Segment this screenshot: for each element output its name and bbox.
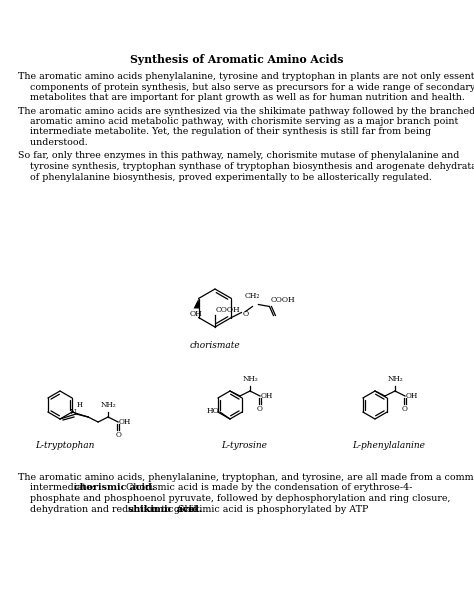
Text: L-tryptophan: L-tryptophan (35, 441, 95, 450)
Text: understood.: understood. (18, 138, 88, 147)
Text: intermediate metabolite. Yet, the regulation of their synthesis is still far fro: intermediate metabolite. Yet, the regula… (18, 128, 431, 137)
Text: The aromatic amino acids, phenylalanine, tryptophan, and tyrosine, are all made : The aromatic amino acids, phenylalanine,… (18, 473, 474, 482)
Text: OH: OH (119, 418, 131, 426)
Text: O: O (115, 431, 121, 439)
Text: Synthesis of Aromatic Amino Acids: Synthesis of Aromatic Amino Acids (130, 54, 344, 65)
Text: O: O (243, 310, 248, 318)
Text: OH: OH (406, 392, 419, 400)
Text: dehydration and reduction to give: dehydration and reduction to give (18, 504, 197, 514)
Text: phosphate and phosphoenol pyruvate, followed by dephosphorylation and ring closu: phosphate and phosphoenol pyruvate, foll… (18, 494, 450, 503)
Text: metabolites that are important for plant growth as well as for human nutrition a: metabolites that are important for plant… (18, 93, 465, 102)
Text: aromatic amino acid metabolic pathway, with chorismite serving as a major branch: aromatic amino acid metabolic pathway, w… (18, 117, 458, 126)
Text: OH: OH (189, 310, 202, 318)
Text: components of protein synthesis, but also serve as precursors for a wide range o: components of protein synthesis, but als… (18, 83, 474, 91)
Text: HO: HO (206, 407, 219, 415)
Text: O: O (257, 405, 263, 413)
Polygon shape (193, 299, 200, 308)
Text: COOH: COOH (216, 306, 241, 314)
Text: Chorismic acid is made by the condensation of erythrose-4-: Chorismic acid is made by the condensati… (123, 484, 412, 492)
Text: intermediate:: intermediate: (18, 484, 98, 492)
Text: NH₂: NH₂ (387, 375, 403, 383)
Text: chorismic acid.: chorismic acid. (74, 484, 155, 492)
Text: O: O (402, 405, 408, 413)
Text: of phenylalanine biosynthesis, proved experimentally to be allosterically regula: of phenylalanine biosynthesis, proved ex… (18, 172, 432, 181)
Text: The aromatic amino acids are synthesized via the shikimate pathway followed by t: The aromatic amino acids are synthesized… (18, 107, 474, 115)
Text: So far, only three enzymes in this pathway, namely, chorismite mutase of phenyla: So far, only three enzymes in this pathw… (18, 151, 459, 161)
Text: chorismate: chorismate (190, 341, 240, 350)
Text: N: N (70, 408, 76, 416)
Text: CH₂: CH₂ (245, 292, 260, 300)
Text: OH: OH (261, 392, 273, 400)
Text: The aromatic amino acids phenylalanine, tyrosine and tryptophan in plants are no: The aromatic amino acids phenylalanine, … (18, 72, 474, 81)
Text: Shikimic acid is phosphorylated by ATP: Shikimic acid is phosphorylated by ATP (175, 504, 368, 514)
Text: COOH: COOH (271, 297, 295, 305)
Text: shikimic acid.: shikimic acid. (128, 504, 202, 514)
Text: L-tyrosine: L-tyrosine (221, 441, 267, 450)
Text: tyrosine synthesis, tryptophan synthase of tryptophan biosynthesis and arogenate: tyrosine synthesis, tryptophan synthase … (18, 162, 474, 171)
Text: L-phenylalanine: L-phenylalanine (353, 441, 426, 450)
Text: NH₂: NH₂ (242, 375, 258, 383)
Text: NH₂: NH₂ (100, 401, 116, 409)
Text: H: H (77, 401, 83, 409)
